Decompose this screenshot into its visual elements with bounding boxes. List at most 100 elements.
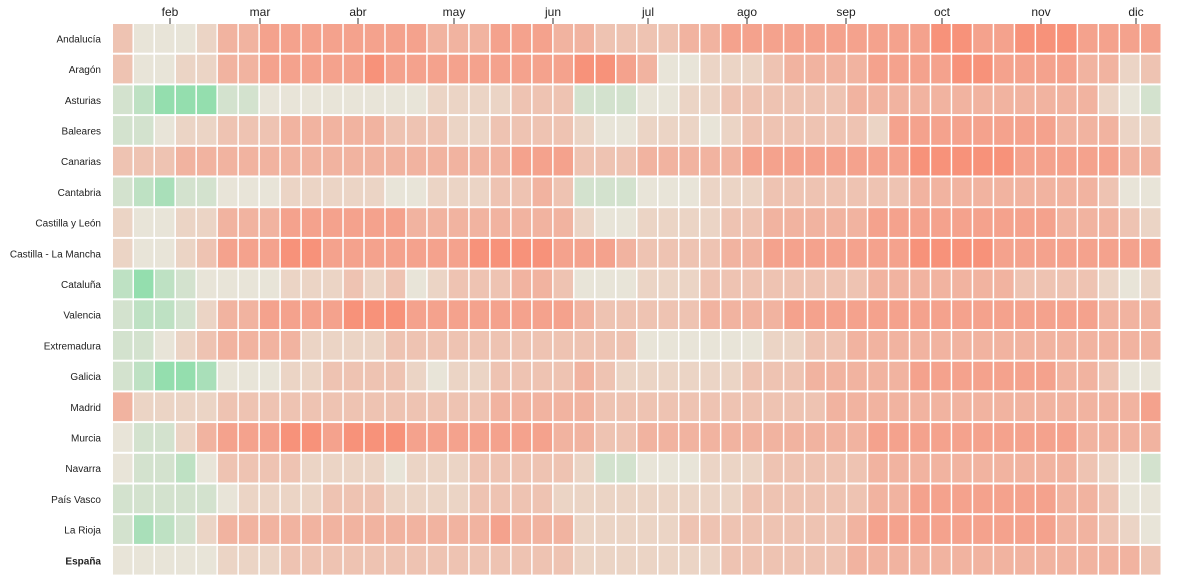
heatmap-cell[interactable] xyxy=(196,453,217,483)
heatmap-cell[interactable] xyxy=(490,177,511,207)
heatmap-cell[interactable] xyxy=(616,85,636,115)
heatmap-cell[interactable] xyxy=(574,54,595,84)
heatmap-cell[interactable] xyxy=(238,545,259,575)
heatmap-cell[interactable] xyxy=(385,269,406,299)
heatmap-cell[interactable] xyxy=(406,54,427,84)
heatmap-cell[interactable] xyxy=(553,85,574,115)
heatmap-cell[interactable] xyxy=(1099,361,1119,391)
heatmap-cell[interactable] xyxy=(595,300,616,329)
heatmap-cell[interactable] xyxy=(1036,269,1056,299)
heatmap-cell[interactable] xyxy=(889,54,909,84)
heatmap-cell[interactable] xyxy=(1099,238,1119,268)
heatmap-cell[interactable] xyxy=(133,361,154,391)
heatmap-cell[interactable] xyxy=(994,423,1014,452)
heatmap-cell[interactable] xyxy=(280,238,301,268)
heatmap-cell[interactable] xyxy=(910,484,930,514)
heatmap-cell[interactable] xyxy=(847,24,867,53)
heatmap-cell[interactable] xyxy=(721,361,741,391)
heatmap-cell[interactable] xyxy=(868,300,888,329)
heatmap-cell[interactable] xyxy=(742,484,762,514)
heatmap-cell[interactable] xyxy=(742,146,762,176)
heatmap-cell[interactable] xyxy=(343,85,364,115)
heatmap-cell[interactable] xyxy=(1078,545,1098,575)
heatmap-cell[interactable] xyxy=(280,116,301,145)
heatmap-cell[interactable] xyxy=(385,85,406,115)
heatmap-cell[interactable] xyxy=(826,515,846,544)
heatmap-cell[interactable] xyxy=(133,269,154,299)
heatmap-cell[interactable] xyxy=(931,453,951,483)
heatmap-cell[interactable] xyxy=(238,269,259,299)
heatmap-cell[interactable] xyxy=(448,269,469,299)
heatmap-cell[interactable] xyxy=(1078,361,1098,391)
heatmap-cell[interactable] xyxy=(1141,54,1161,84)
heatmap-cell[interactable] xyxy=(532,300,553,329)
heatmap-cell[interactable] xyxy=(196,423,217,452)
heatmap-cell[interactable] xyxy=(1141,177,1161,207)
heatmap-cell[interactable] xyxy=(994,24,1014,53)
heatmap-cell[interactable] xyxy=(385,238,406,268)
heatmap-cell[interactable] xyxy=(679,116,699,145)
heatmap-cell[interactable] xyxy=(931,24,951,53)
heatmap-cell[interactable] xyxy=(364,238,385,268)
heatmap-cell[interactable] xyxy=(805,116,825,145)
heatmap-cell[interactable] xyxy=(1036,515,1056,544)
heatmap-cell[interactable] xyxy=(280,331,301,360)
heatmap-cell[interactable] xyxy=(196,177,217,207)
heatmap-cell[interactable] xyxy=(133,54,154,84)
heatmap-cell[interactable] xyxy=(133,484,154,514)
heatmap-cell[interactable] xyxy=(952,269,972,299)
heatmap-cell[interactable] xyxy=(154,177,175,207)
heatmap-cell[interactable] xyxy=(784,116,804,145)
heatmap-cell[interactable] xyxy=(217,331,238,360)
heatmap-cell[interactable] xyxy=(889,392,909,422)
heatmap-cell[interactable] xyxy=(658,85,678,115)
heatmap-cell[interactable] xyxy=(217,208,238,237)
heatmap-cell[interactable] xyxy=(784,423,804,452)
heatmap-cell[interactable] xyxy=(910,423,930,452)
heatmap-cell[interactable] xyxy=(679,269,699,299)
heatmap-cell[interactable] xyxy=(1036,331,1056,360)
heatmap-cell[interactable] xyxy=(1141,116,1161,145)
heatmap-cell[interactable] xyxy=(931,238,951,268)
heatmap-cell[interactable] xyxy=(994,392,1014,422)
heatmap-cell[interactable] xyxy=(511,208,532,237)
heatmap-cell[interactable] xyxy=(448,515,469,544)
heatmap-cell[interactable] xyxy=(280,146,301,176)
heatmap-cell[interactable] xyxy=(469,484,490,514)
heatmap-cell[interactable] xyxy=(553,484,574,514)
heatmap-cell[interactable] xyxy=(1036,423,1056,452)
heatmap-cell[interactable] xyxy=(217,54,238,84)
heatmap-cell[interactable] xyxy=(1057,453,1077,483)
heatmap-cell[interactable] xyxy=(259,54,280,84)
heatmap-cell[interactable] xyxy=(196,85,217,115)
heatmap-cell[interactable] xyxy=(553,269,574,299)
heatmap-cell[interactable] xyxy=(133,208,154,237)
heatmap-cell[interactable] xyxy=(532,331,553,360)
heatmap-cell[interactable] xyxy=(1120,515,1140,544)
heatmap-cell[interactable] xyxy=(1036,238,1056,268)
heatmap-cell[interactable] xyxy=(385,54,406,84)
heatmap-cell[interactable] xyxy=(952,116,972,145)
heatmap-cell[interactable] xyxy=(847,423,867,452)
heatmap-cell[interactable] xyxy=(1015,85,1035,115)
heatmap-cell[interactable] xyxy=(259,423,280,452)
heatmap-cell[interactable] xyxy=(847,269,867,299)
heatmap-cell[interactable] xyxy=(889,300,909,329)
heatmap-cell[interactable] xyxy=(490,208,511,237)
heatmap-cell[interactable] xyxy=(154,146,175,176)
heatmap-cell[interactable] xyxy=(868,453,888,483)
heatmap-cell[interactable] xyxy=(763,300,783,329)
heatmap-cell[interactable] xyxy=(826,54,846,84)
heatmap-cell[interactable] xyxy=(364,116,385,145)
heatmap-cell[interactable] xyxy=(196,361,217,391)
heatmap-cell[interactable] xyxy=(1099,177,1119,207)
heatmap-cell[interactable] xyxy=(553,177,574,207)
heatmap-cell[interactable] xyxy=(175,85,196,115)
heatmap-cell[interactable] xyxy=(637,515,657,544)
heatmap-cell[interactable] xyxy=(868,146,888,176)
heatmap-cell[interactable] xyxy=(889,146,909,176)
heatmap-cell[interactable] xyxy=(154,484,175,514)
heatmap-cell[interactable] xyxy=(595,177,616,207)
heatmap-cell[interactable] xyxy=(973,331,993,360)
heatmap-cell[interactable] xyxy=(1078,177,1098,207)
